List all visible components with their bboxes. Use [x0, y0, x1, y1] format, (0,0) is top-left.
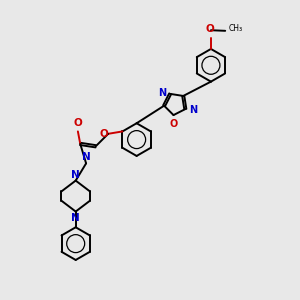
Text: N: N [158, 88, 166, 98]
Text: O: O [169, 119, 178, 129]
Text: CH₃: CH₃ [229, 24, 243, 33]
Text: N: N [82, 152, 91, 162]
Text: O: O [100, 129, 109, 139]
Text: N: N [71, 170, 80, 180]
Text: O: O [74, 118, 82, 128]
Text: N: N [189, 105, 197, 115]
Text: O: O [205, 24, 214, 34]
Text: N: N [71, 213, 80, 223]
